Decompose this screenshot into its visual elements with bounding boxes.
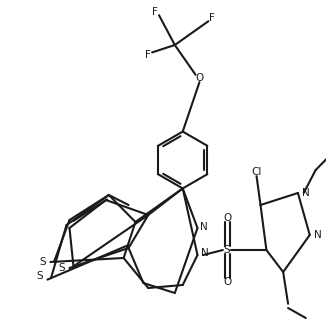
Text: O: O (223, 213, 231, 223)
Text: S: S (59, 263, 65, 273)
Text: F: F (145, 50, 151, 60)
Text: O: O (223, 277, 231, 287)
Text: S: S (39, 257, 46, 267)
Text: F: F (209, 13, 215, 23)
Text: F: F (152, 7, 158, 17)
Text: N: N (302, 188, 310, 198)
Text: N: N (200, 222, 208, 232)
Text: N: N (201, 248, 209, 258)
Text: N: N (314, 230, 321, 240)
Text: S: S (224, 245, 230, 255)
Text: Cl: Cl (251, 167, 262, 177)
Text: S: S (36, 271, 43, 281)
Text: O: O (195, 73, 204, 83)
